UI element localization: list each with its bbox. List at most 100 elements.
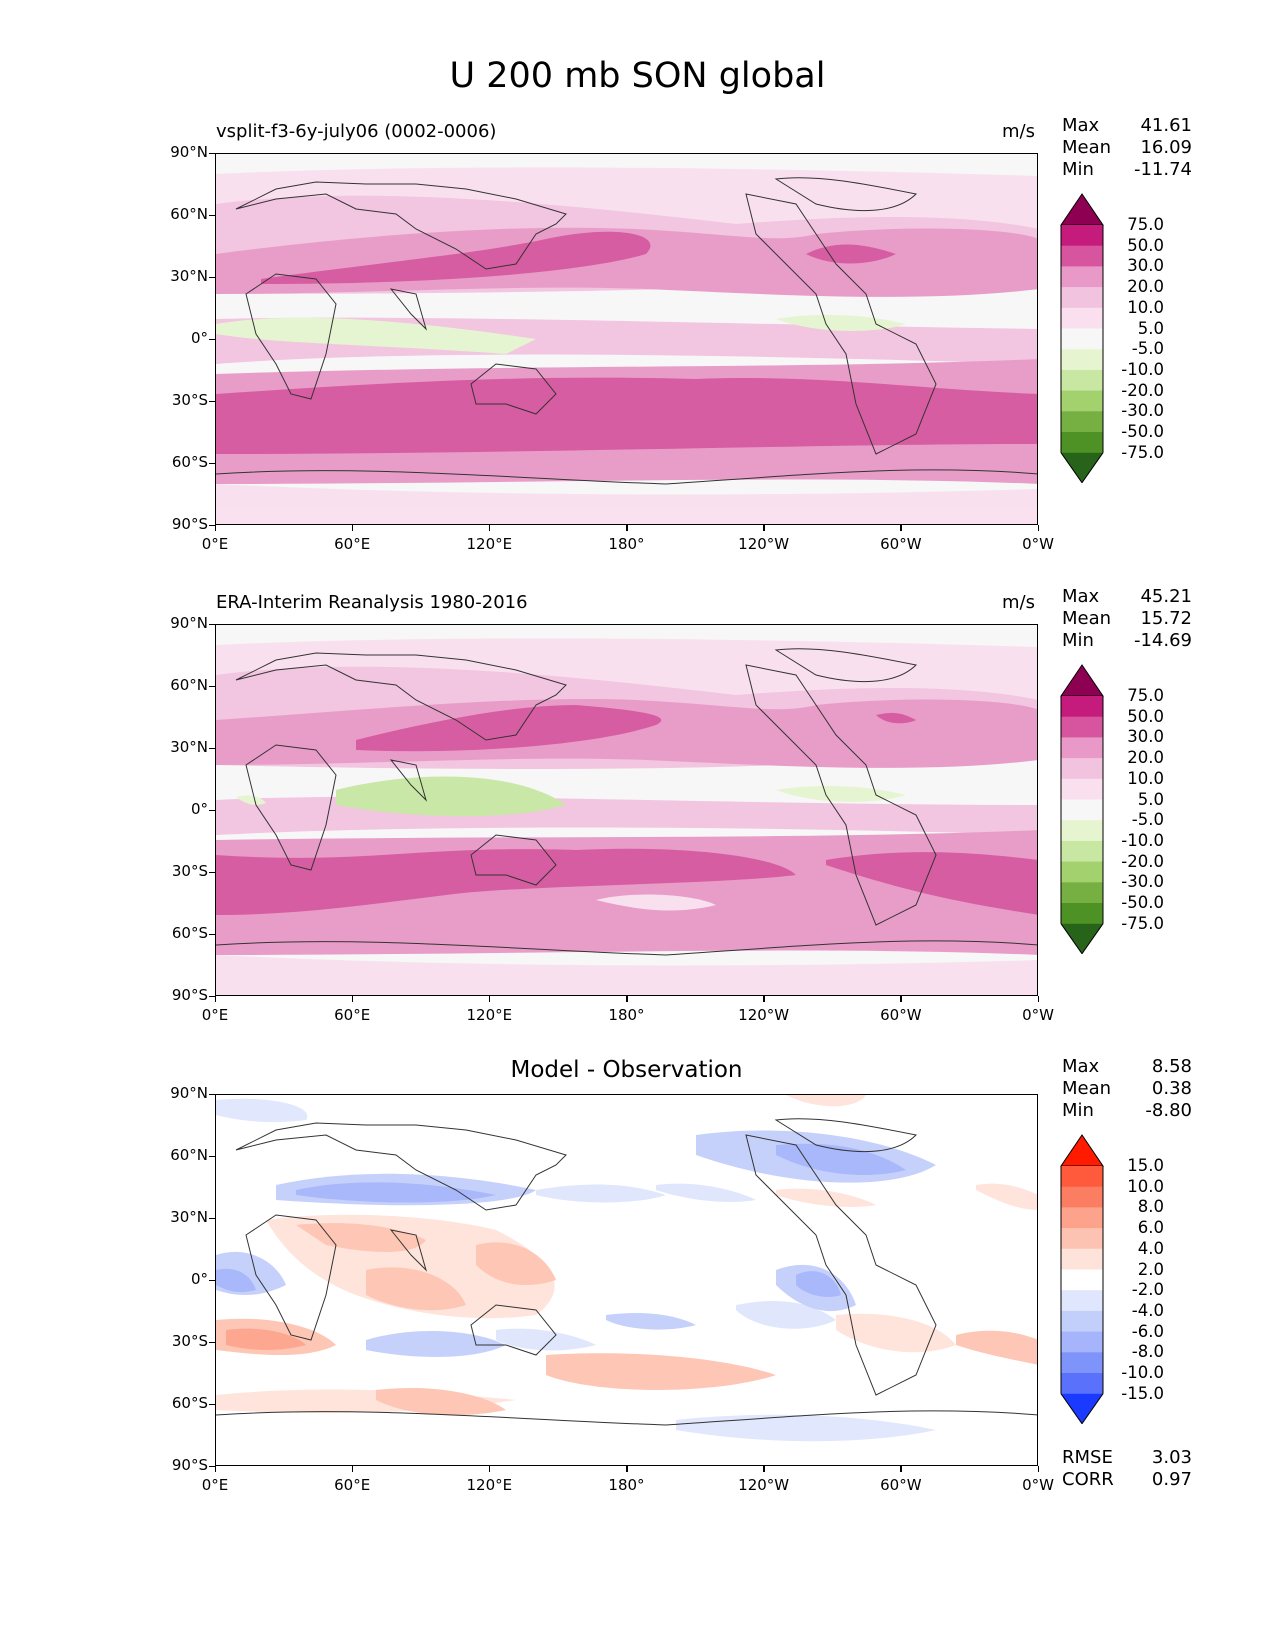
model-panel: vsplit-f3-6y-july06 (0002-0006) m/s Max 4… xyxy=(0,115,1275,593)
colorbar-label: 8.0 xyxy=(1137,1197,1164,1217)
colorbar-segment xyxy=(1061,1352,1103,1374)
y-tick-label: 90°S xyxy=(171,1456,208,1474)
x-tick-mark xyxy=(488,996,491,1002)
y-tick-mark xyxy=(209,400,215,402)
min-value: -14.69 xyxy=(1133,630,1192,651)
difference-map xyxy=(216,1095,1037,1442)
x-tick-label: 180° xyxy=(608,1476,645,1494)
y-tick-mark xyxy=(209,1217,215,1219)
colorbar-extend-top xyxy=(1060,1134,1104,1167)
colorbar-segment xyxy=(1061,1248,1103,1270)
obs-panel: ERA-Interim Reanalysis 1980-2016 m/s Max… xyxy=(0,586,1275,1064)
x-tick-label: 60°W xyxy=(880,1476,922,1494)
colorbar-label: 50.0 xyxy=(1127,706,1164,726)
x-tick-label: 180° xyxy=(608,1006,645,1024)
colorbar-outline xyxy=(1060,1166,1104,1394)
difference-panel: Model - Observation Max 8.58 Mean 0.38 Min… xyxy=(0,1056,1275,1534)
colorbar-label: -20.0 xyxy=(1121,851,1164,871)
colorbar-segment xyxy=(1061,758,1103,780)
colorbar-segment xyxy=(1061,307,1103,329)
rmse-value: 3.03 xyxy=(1151,1447,1192,1468)
colorbar-outline xyxy=(1060,225,1104,453)
x-tick-label: 60°E xyxy=(334,1006,371,1024)
x-tick-label: 120°E xyxy=(466,1006,513,1024)
x-tick-mark xyxy=(763,1466,765,1472)
x-tick-label: 120°W xyxy=(738,1006,790,1024)
y-tick-mark xyxy=(209,1403,215,1405)
y-tick-mark xyxy=(209,524,215,526)
x-tick-mark xyxy=(900,996,902,1002)
y-tick-mark xyxy=(209,623,215,625)
x-tick-label: 0°E xyxy=(201,535,229,553)
colorbar-extend-bottom xyxy=(1060,923,1104,954)
y-tick-label: 0° xyxy=(190,1270,208,1288)
map-plot-area xyxy=(215,1094,1038,1466)
colorbar-segment xyxy=(1061,1310,1103,1333)
y-tick-label: 60°S xyxy=(171,1394,208,1412)
y-tick-label: 0° xyxy=(190,800,208,818)
colorbar-label: -10.0 xyxy=(1121,830,1164,850)
colorbar-label: 15.0 xyxy=(1127,1156,1164,1175)
y-tick-label: 90°N xyxy=(170,1084,208,1102)
colorbar-label: 5.0 xyxy=(1137,318,1164,338)
x-tick-label: 60°E xyxy=(334,535,371,553)
x-tick-mark xyxy=(1037,996,1039,1002)
max-label: Max xyxy=(1062,115,1100,136)
colorbar-label: 10.0 xyxy=(1127,768,1164,788)
x-tick-label: 0°W xyxy=(1022,1476,1054,1494)
corr-value: 0.97 xyxy=(1151,1469,1192,1490)
y-tick-mark xyxy=(209,462,215,464)
min-label: Min xyxy=(1062,159,1094,180)
colorbar-label: -5.0 xyxy=(1131,810,1164,830)
colorbar xyxy=(1060,664,1104,954)
colorbar-segment xyxy=(1061,1186,1103,1208)
colorbar-segment xyxy=(1061,840,1103,863)
colorbar-segment xyxy=(1061,778,1103,800)
y-tick-mark xyxy=(209,1279,215,1281)
mean-value: 0.38 xyxy=(1151,1078,1192,1099)
colorbar-segment xyxy=(1061,432,1103,454)
colorbar-label: 10.0 xyxy=(1127,297,1164,317)
y-tick-mark xyxy=(209,685,215,687)
y-tick-mark xyxy=(209,1341,215,1343)
field-stats: Max 45.21 Mean 15.72 Min -14.69 xyxy=(1062,586,1192,652)
y-tick-mark xyxy=(209,995,215,997)
y-tick-label: 30°N xyxy=(170,1208,208,1226)
colorbar-label: 50.0 xyxy=(1127,235,1164,255)
colorbar-extend-bottom xyxy=(1060,1393,1104,1424)
x-tick-label: 120°E xyxy=(466,535,513,553)
colorbar-label: -6.0 xyxy=(1131,1321,1164,1341)
colorbar-label: -8.0 xyxy=(1131,1342,1164,1362)
colorbar-label: 10.0 xyxy=(1127,1176,1164,1196)
y-tick-mark xyxy=(209,1155,215,1157)
panel-title: ERA-Interim Reanalysis 1980-2016 xyxy=(216,592,528,613)
colorbar-label: -10.0 xyxy=(1121,1363,1164,1382)
y-tick-mark xyxy=(209,871,215,873)
colorbar-segment xyxy=(1061,861,1103,883)
x-tick-mark xyxy=(351,996,354,1002)
y-tick-mark xyxy=(209,809,215,811)
colorbar-label: -4.0 xyxy=(1131,1300,1164,1320)
x-tick-label: 0°E xyxy=(201,1006,229,1024)
colorbar-segment xyxy=(1061,369,1103,392)
colorbar-segment xyxy=(1061,737,1103,759)
colorbar-segment xyxy=(1061,1207,1103,1229)
colorbar-segment xyxy=(1061,903,1103,925)
colorbar-label: 20.0 xyxy=(1127,748,1164,768)
rmse-label: RMSE xyxy=(1062,1447,1113,1468)
colorbar-segment xyxy=(1061,266,1103,288)
colorbar-segment xyxy=(1061,820,1103,842)
y-tick-label: 30°S xyxy=(171,862,208,880)
min-label: Min xyxy=(1062,1100,1094,1121)
colorbar-label: -30.0 xyxy=(1121,872,1164,892)
x-tick-mark xyxy=(488,525,491,531)
colorbar-segment xyxy=(1061,1228,1103,1250)
x-tick-label: 60°E xyxy=(334,1476,371,1494)
colorbar-extend-bottom xyxy=(1060,452,1104,483)
colorbar-segment xyxy=(1061,716,1103,738)
y-tick-mark xyxy=(209,152,215,154)
field-map xyxy=(216,167,1037,524)
colorbar-label: 75.0 xyxy=(1127,215,1164,234)
colorbar-label: -2.0 xyxy=(1131,1280,1164,1300)
field-map xyxy=(216,638,1037,995)
